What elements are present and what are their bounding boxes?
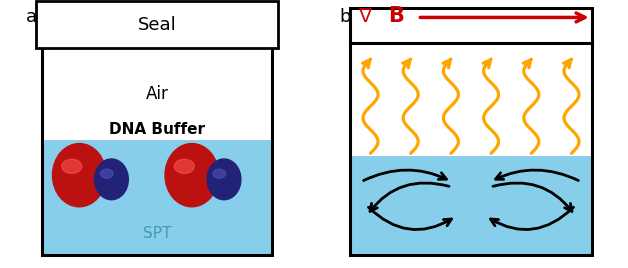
Bar	[36, 1, 278, 48]
Text: DNA Buffer: DNA Buffer	[109, 122, 205, 137]
Ellipse shape	[62, 159, 82, 173]
Bar	[41, 140, 273, 255]
Ellipse shape	[213, 169, 225, 178]
Bar	[41, 46, 273, 140]
Text: $\mathbf{B}$: $\mathbf{B}$	[388, 6, 404, 26]
Bar	[350, 40, 592, 255]
Text: a): a)	[26, 8, 44, 26]
Text: Seal: Seal	[138, 16, 176, 34]
Ellipse shape	[207, 159, 241, 200]
Ellipse shape	[165, 144, 219, 207]
Ellipse shape	[53, 144, 106, 207]
Ellipse shape	[100, 169, 113, 178]
Bar	[41, 46, 273, 255]
Bar	[350, 40, 592, 156]
Text: b): b)	[340, 8, 358, 26]
Bar	[350, 156, 592, 255]
Text: SPT: SPT	[143, 226, 171, 241]
Ellipse shape	[175, 159, 195, 173]
Ellipse shape	[95, 159, 128, 200]
Text: $\nabla$: $\nabla$	[359, 7, 374, 25]
Bar	[350, 8, 592, 43]
Text: Air: Air	[146, 85, 168, 103]
